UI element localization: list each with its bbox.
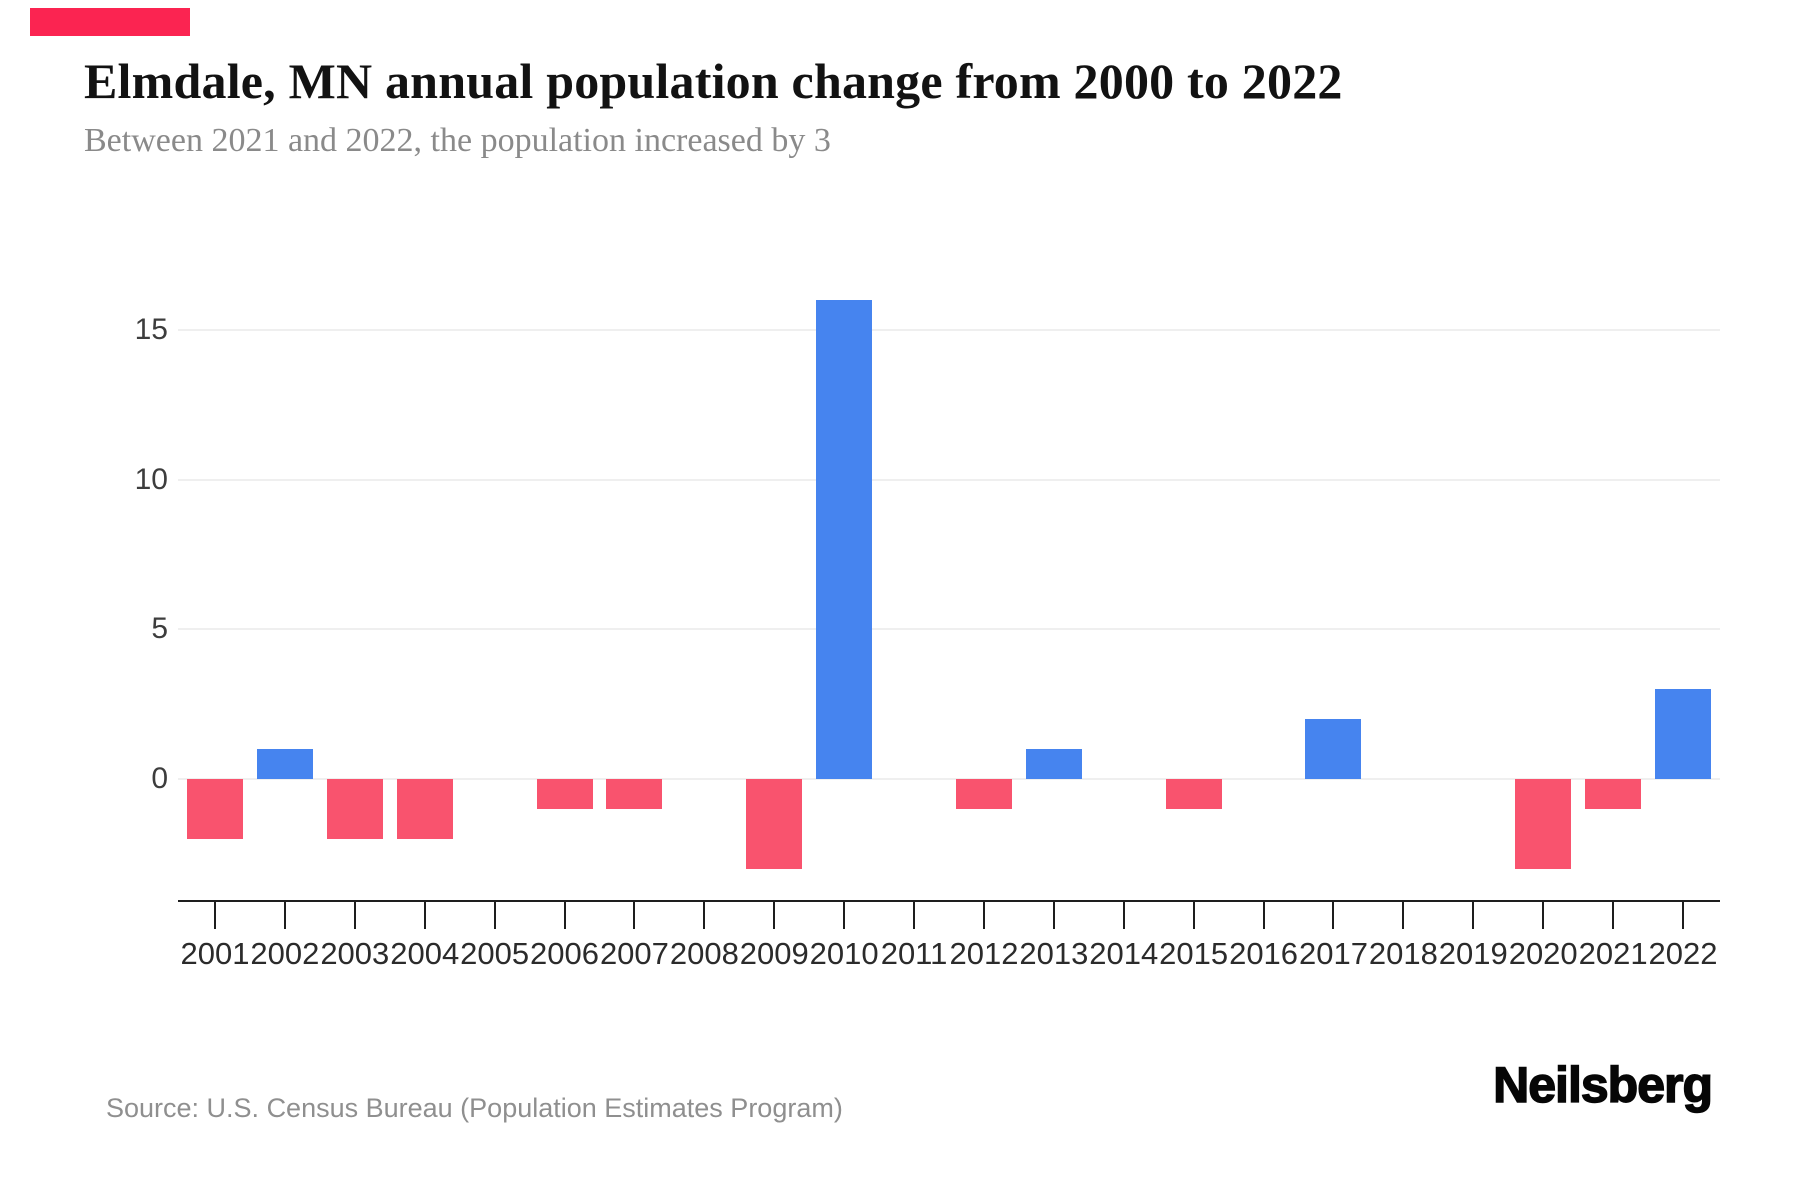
gridline-y-0 [178,778,1720,780]
x-axis-label-2016: 2016 [1229,936,1299,971]
x-axis-tick-2018 [1402,902,1405,929]
x-axis-tick-2022 [1682,902,1684,929]
chart-title: Elmdale, MN annual population change fro… [84,53,1343,109]
y-axis-label-0: 0 [151,762,168,795]
source-note: Source: U.S. Census Bureau (Population E… [106,1093,843,1123]
x-axis-tick-2006 [563,902,566,929]
gridline-y-10 [178,478,1720,481]
x-axis-label-2022: 2022 [1648,936,1718,971]
x-axis-tick-2005 [493,902,496,929]
x-axis-label-2020: 2020 [1508,936,1578,971]
chart-subtitle: Between 2021 and 2022, the population in… [84,122,831,159]
x-axis-label-2002: 2002 [250,936,320,971]
x-axis-label-2019: 2019 [1438,936,1508,971]
x-axis-label-2011: 2011 [880,936,948,971]
x-axis-tick-2015 [1192,902,1195,929]
x-axis-label-2001: 2001 [180,936,250,971]
bar-2006[interactable] [536,779,593,809]
x-axis-tick-2004 [423,902,426,929]
y-axis-label-15: 15 [134,313,168,347]
bar-2021[interactable] [1585,779,1642,809]
x-axis-label-2021: 2021 [1578,936,1648,971]
x-axis-label-2003: 2003 [320,936,390,971]
gridline-y-15 [178,329,1720,332]
x-axis-label-2015: 2015 [1159,936,1229,971]
x-axis-tick-2010 [843,902,846,929]
x-axis-label-2018: 2018 [1368,936,1438,971]
x-axis-tick-2011 [913,902,916,929]
x-axis-label-2007: 2007 [599,936,669,971]
x-axis-label-2008: 2008 [669,936,739,971]
x-axis-tick-2007 [633,902,636,929]
x-axis-tick-2020 [1542,902,1545,929]
bar-2001[interactable] [187,779,243,839]
bar-2017[interactable] [1305,719,1362,779]
bar-2002[interactable] [256,749,313,779]
x-axis-tick-2021 [1612,902,1615,929]
bar-2003[interactable] [326,779,383,839]
bar-2012[interactable] [955,779,1012,809]
x-axis-label-2014: 2014 [1089,936,1159,971]
x-axis-label-2017: 2017 [1298,936,1368,971]
bar-2015[interactable] [1165,779,1222,809]
x-axis-label-2012: 2012 [949,936,1019,971]
x-axis-tick-2008 [703,902,706,929]
bar-2010[interactable] [816,300,873,779]
y-axis-label-5: 5 [151,612,168,646]
bar-2004[interactable] [396,779,453,839]
x-axis-label-2005: 2005 [460,936,530,971]
bar-2009[interactable] [746,779,803,869]
bar-2022[interactable] [1655,689,1711,779]
x-axis-tick-2012 [982,902,985,929]
x-axis-tick-2001 [214,902,216,929]
gridline-y-5 [178,628,1720,631]
x-axis-tick-2009 [773,902,776,929]
x-axis-label-2004: 2004 [390,936,460,971]
bar-2007[interactable] [606,779,663,809]
x-axis-tick-2017 [1332,902,1335,929]
x-axis-tick-2016 [1262,902,1265,929]
x-axis-tick-2019 [1472,902,1475,929]
bar-2013[interactable] [1025,749,1082,779]
x-axis-tick-2014 [1122,902,1125,929]
x-axis-label-2010: 2010 [809,936,879,971]
x-axis-label-2006: 2006 [530,936,599,971]
y-axis-label-10: 10 [134,462,168,496]
x-axis-line [178,900,1720,902]
x-axis-tick-2002 [283,902,286,929]
neilsberg-logo: Neilsberg [1492,1056,1713,1114]
bar-2020[interactable] [1515,779,1572,869]
brand-accent-bar [30,8,190,36]
x-axis-label-2013: 2013 [1019,936,1089,971]
x-axis-tick-2003 [353,902,356,929]
x-axis-label-2009: 2009 [739,936,809,971]
x-axis-tick-2013 [1052,902,1055,929]
